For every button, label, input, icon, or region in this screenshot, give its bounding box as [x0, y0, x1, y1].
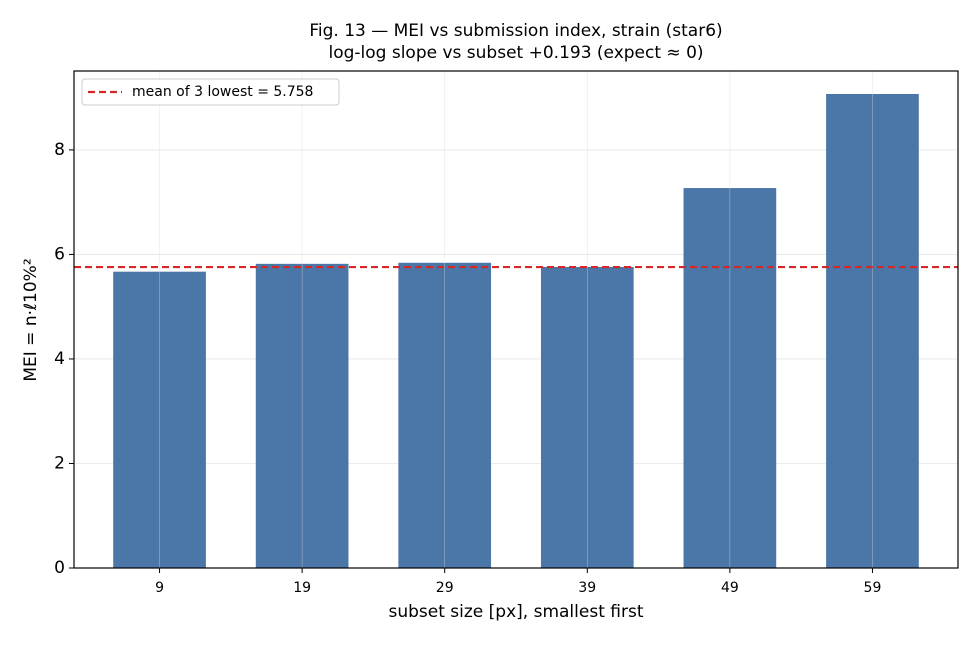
x-tick-label: 59 — [864, 580, 882, 596]
x-tick-label: 19 — [293, 580, 311, 596]
x-tick-label: 49 — [721, 580, 739, 596]
legend-box — [81, 78, 340, 106]
y-tick-label: 2 — [54, 453, 65, 473]
y-tick-label: 8 — [54, 140, 65, 160]
x-tick-label: 9 — [155, 580, 164, 596]
y-tick-label: 4 — [54, 349, 65, 369]
chart-subtitle: log-log slope vs subset +0.193 (expect ≈… — [328, 43, 703, 63]
legend-label: mean of 3 lowest = 5.758 — [132, 84, 313, 100]
plot-frame — [73, 70, 959, 569]
x-tick-label: 39 — [578, 580, 596, 596]
y-tick-label: 0 — [54, 558, 65, 578]
x-tick-label: 29 — [436, 580, 454, 596]
x-axis-label: subset size [px], smallest first — [389, 602, 644, 622]
y-axis-label: MEI = n·ℓ10%² — [21, 258, 41, 381]
y-tick-label: 6 — [54, 244, 65, 264]
chart-title: Fig. 13 — MEI vs submission index, strai… — [309, 21, 722, 41]
